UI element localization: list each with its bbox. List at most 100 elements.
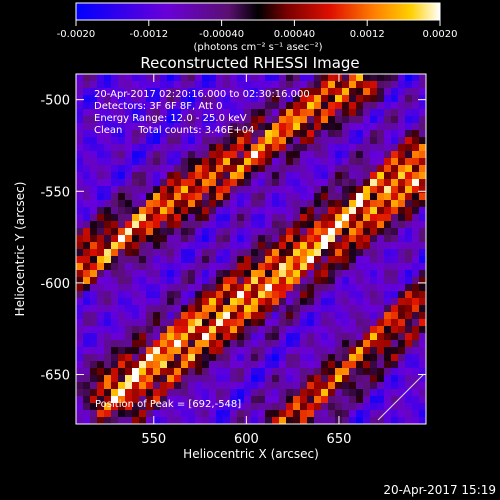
heatmap-cell <box>321 130 329 138</box>
heatmap-cell <box>419 361 427 369</box>
heatmap-cell <box>223 207 231 215</box>
heatmap-cell <box>405 235 413 243</box>
heatmap-cell <box>314 158 322 166</box>
heatmap-cell <box>237 74 245 82</box>
heatmap-cell <box>244 361 252 369</box>
heatmap-cell <box>251 95 259 103</box>
heatmap-cell <box>391 389 399 397</box>
heatmap-cell <box>230 298 238 306</box>
heatmap-cell <box>216 347 224 355</box>
heatmap-cell <box>209 172 217 180</box>
heatmap-cell <box>118 298 126 306</box>
heatmap-cell <box>349 256 357 264</box>
heatmap-cell <box>111 389 119 397</box>
heatmap-cell <box>167 130 175 138</box>
heatmap-cell <box>139 361 147 369</box>
heatmap-cell <box>125 312 133 320</box>
heatmap-cell <box>90 368 98 376</box>
heatmap-cell <box>356 207 364 215</box>
heatmap-cell <box>328 88 336 96</box>
heatmap-cell <box>237 158 245 166</box>
heatmap-cell <box>335 389 343 397</box>
heatmap-cell <box>272 235 280 243</box>
heatmap-cell <box>279 305 287 313</box>
heatmap-cell <box>384 81 392 89</box>
heatmap-cell <box>300 389 308 397</box>
heatmap-cell <box>223 137 231 145</box>
heatmap-cell <box>251 396 259 404</box>
heatmap-cell <box>398 165 406 173</box>
heatmap-cell <box>265 375 273 383</box>
heatmap-cell <box>307 417 315 425</box>
heatmap-cell <box>321 95 329 103</box>
heatmap-cell <box>377 284 385 292</box>
heatmap-cell <box>279 417 287 425</box>
heatmap-cell <box>398 375 406 383</box>
heatmap-cell <box>188 340 196 348</box>
heatmap-cell <box>279 298 287 306</box>
heatmap-cell <box>258 116 266 124</box>
heatmap-cell <box>391 74 399 82</box>
heatmap-cell <box>97 375 105 383</box>
heatmap-cell <box>125 389 133 397</box>
heatmap-cell <box>286 361 294 369</box>
heatmap-cell <box>272 410 280 418</box>
heatmap-cell <box>195 235 203 243</box>
heatmap-cell <box>419 403 427 411</box>
heatmap-cell <box>293 193 301 201</box>
heatmap-cell <box>153 74 161 82</box>
heatmap-cell <box>83 277 91 285</box>
heatmap-cell <box>300 249 308 257</box>
heatmap-cell <box>398 403 406 411</box>
heatmap-cell <box>174 200 182 208</box>
heatmap-cell <box>97 88 105 96</box>
heatmap-cell <box>104 102 112 110</box>
heatmap-cell <box>125 291 133 299</box>
heatmap-cell <box>335 340 343 348</box>
heatmap-cell <box>83 368 91 376</box>
heatmap-cell <box>293 382 301 390</box>
heatmap-cell <box>405 130 413 138</box>
heatmap-cell <box>384 88 392 96</box>
heatmap-cell <box>307 284 315 292</box>
heatmap-cell <box>209 123 217 131</box>
heatmap-cell <box>223 333 231 341</box>
heatmap-cell <box>104 319 112 327</box>
heatmap-cell <box>314 291 322 299</box>
heatmap-cell <box>174 403 182 411</box>
heatmap-cell <box>146 249 154 257</box>
heatmap-cell <box>321 242 329 250</box>
heatmap-cell <box>405 403 413 411</box>
heatmap-cell <box>146 193 154 201</box>
heatmap-cell <box>405 382 413 390</box>
heatmap-cell <box>90 305 98 313</box>
heatmap-cell <box>258 151 266 159</box>
heatmap-cell <box>83 347 91 355</box>
heatmap-cell <box>237 326 245 334</box>
heatmap-cell <box>356 137 364 145</box>
heatmap-cell <box>419 354 427 362</box>
heatmap-cell <box>160 312 168 320</box>
heatmap-cell <box>167 354 175 362</box>
heatmap-cell <box>405 88 413 96</box>
heatmap-cell <box>405 340 413 348</box>
heatmap-cell <box>272 375 280 383</box>
heatmap-cell <box>209 95 217 103</box>
heatmap-cell <box>118 312 126 320</box>
heatmap-cell <box>342 263 350 271</box>
heatmap-cell <box>286 312 294 320</box>
heatmap-cell <box>314 193 322 201</box>
heatmap-cell <box>216 417 224 425</box>
heatmap-cell <box>153 361 161 369</box>
heatmap-cell <box>349 193 357 201</box>
heatmap-cell <box>153 179 161 187</box>
heatmap-cell <box>342 186 350 194</box>
heatmap-cell <box>370 319 378 327</box>
heatmap-cell <box>335 165 343 173</box>
heatmap-cell <box>258 130 266 138</box>
heatmap-cell <box>237 221 245 229</box>
heatmap-cell <box>216 74 224 82</box>
heatmap-cell <box>188 214 196 222</box>
heatmap-cell <box>195 102 203 110</box>
heatmap-cell <box>300 172 308 180</box>
